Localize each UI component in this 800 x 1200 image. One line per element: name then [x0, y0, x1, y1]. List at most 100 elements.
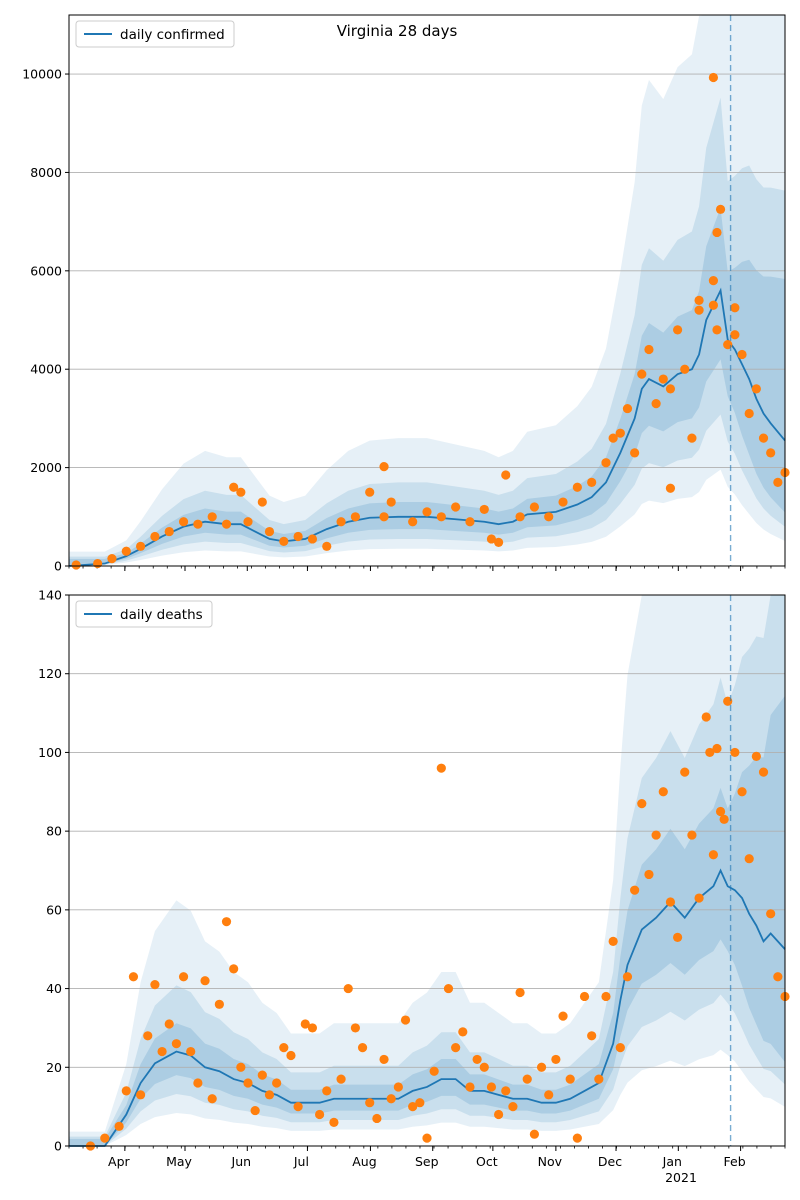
observed-point [708, 300, 719, 310]
deaths-series [69, 868, 786, 1147]
observed-point [622, 972, 633, 982]
observed-point [229, 482, 239, 492]
y-tick-label: 2000 [30, 460, 62, 475]
observed-point [422, 1133, 432, 1143]
observed-point [229, 964, 239, 974]
observed-point [257, 1070, 267, 1080]
observed-point [257, 497, 267, 507]
observed-point [264, 1090, 275, 1100]
x-month-label: Oct [476, 1154, 498, 1169]
observed-point [644, 344, 654, 355]
observed-point [157, 1046, 167, 1057]
observed-point [114, 1121, 124, 1131]
observed-point [379, 512, 389, 522]
observed-point [708, 276, 719, 286]
deaths-panel: 0 20 40 60 80 100 120 140 daily deaths Apr May Ju… [38, 588, 790, 1185]
observed-point [608, 433, 618, 443]
observed-point [705, 747, 715, 758]
observed-point [601, 458, 611, 468]
observed-point [408, 517, 418, 527]
uncertainty-band-2 [69, 595, 785, 1146]
observed-point [744, 408, 754, 419]
y-tick-label: 8000 [30, 165, 62, 180]
observed-point [615, 428, 625, 438]
observed-point [587, 1031, 597, 1041]
observed-point [766, 448, 776, 458]
observed-point [315, 1109, 325, 1120]
y-tick-label: 4000 [30, 362, 62, 377]
observed-point [350, 1023, 360, 1033]
observed-point [594, 1074, 604, 1084]
observed-point [279, 1043, 289, 1053]
observed-point [773, 477, 783, 487]
observed-point [494, 537, 504, 547]
y-tick-label: 20 [46, 1060, 62, 1075]
observed-point [221, 917, 232, 927]
observed-point [730, 303, 740, 313]
observed-point [343, 983, 353, 994]
observed-point [365, 1098, 375, 1108]
observed-point [758, 767, 769, 777]
observed-point [171, 1039, 181, 1049]
observed-point [107, 554, 117, 564]
deaths-yticks: 0 20 40 60 80 100 120 140 [38, 588, 69, 1154]
observed-point [637, 369, 647, 379]
observed-point [458, 1027, 468, 1037]
observed-point [658, 374, 668, 384]
observed-point [279, 536, 289, 547]
observed-point [400, 1015, 411, 1025]
observed-point [730, 330, 740, 340]
observed-point [730, 747, 740, 758]
observed-point [687, 830, 697, 840]
observed-point [565, 1074, 575, 1084]
observed-point [758, 433, 769, 443]
deaths-month-labels: Apr May Jun Jul Aug Sep Oct Nov Dec Jan Feb [108, 1154, 746, 1169]
model-line [68, 287, 786, 567]
observed-point [479, 1062, 489, 1072]
observed-point [143, 1031, 153, 1041]
observed-point [221, 519, 232, 529]
confirmed-legend-box [75, 20, 235, 48]
observed-point [522, 1074, 532, 1084]
observed-point [372, 1113, 382, 1124]
observed-point [436, 512, 446, 522]
observed-point [322, 541, 332, 551]
observed-point [186, 1046, 196, 1057]
deaths-bands [69, 595, 785, 1146]
y-tick-label: 120 [38, 666, 62, 681]
observed-point [336, 1074, 346, 1084]
observed-point [701, 712, 711, 722]
observed-point [558, 1011, 568, 1021]
observed-point [121, 546, 131, 556]
x-month-label: Feb [724, 1154, 746, 1169]
observed-point [673, 325, 683, 335]
y-tick-label: 140 [38, 588, 62, 603]
observed-point [207, 512, 217, 522]
observed-point [751, 384, 761, 394]
observed-point [329, 1117, 339, 1127]
observed-point [486, 1082, 497, 1092]
x-month-label: Sep [415, 1154, 439, 1169]
observed-point [708, 72, 719, 83]
observed-point [630, 885, 640, 895]
observed-point [408, 1102, 418, 1112]
observed-point [630, 448, 640, 458]
observed-point [680, 364, 690, 374]
confirmed-yticks: 0 2000 4000 6000 8000 10000 [22, 67, 69, 574]
x-month-label: Nov [538, 1154, 563, 1169]
observed-point [465, 517, 475, 527]
observed-point [712, 227, 722, 238]
observed-point [608, 936, 618, 946]
observed-point [193, 1078, 203, 1088]
uncertainty-band-3 [69, 207, 785, 566]
observed-point [207, 1094, 217, 1104]
observed-point [544, 1090, 554, 1100]
observed-point [357, 1043, 368, 1053]
observed-point [615, 1043, 625, 1053]
observed-point [694, 295, 704, 305]
observed-point [379, 1054, 389, 1065]
confirmed-axes-frame [68, 14, 786, 567]
observed-point [715, 806, 726, 817]
observed-point [572, 1133, 582, 1143]
